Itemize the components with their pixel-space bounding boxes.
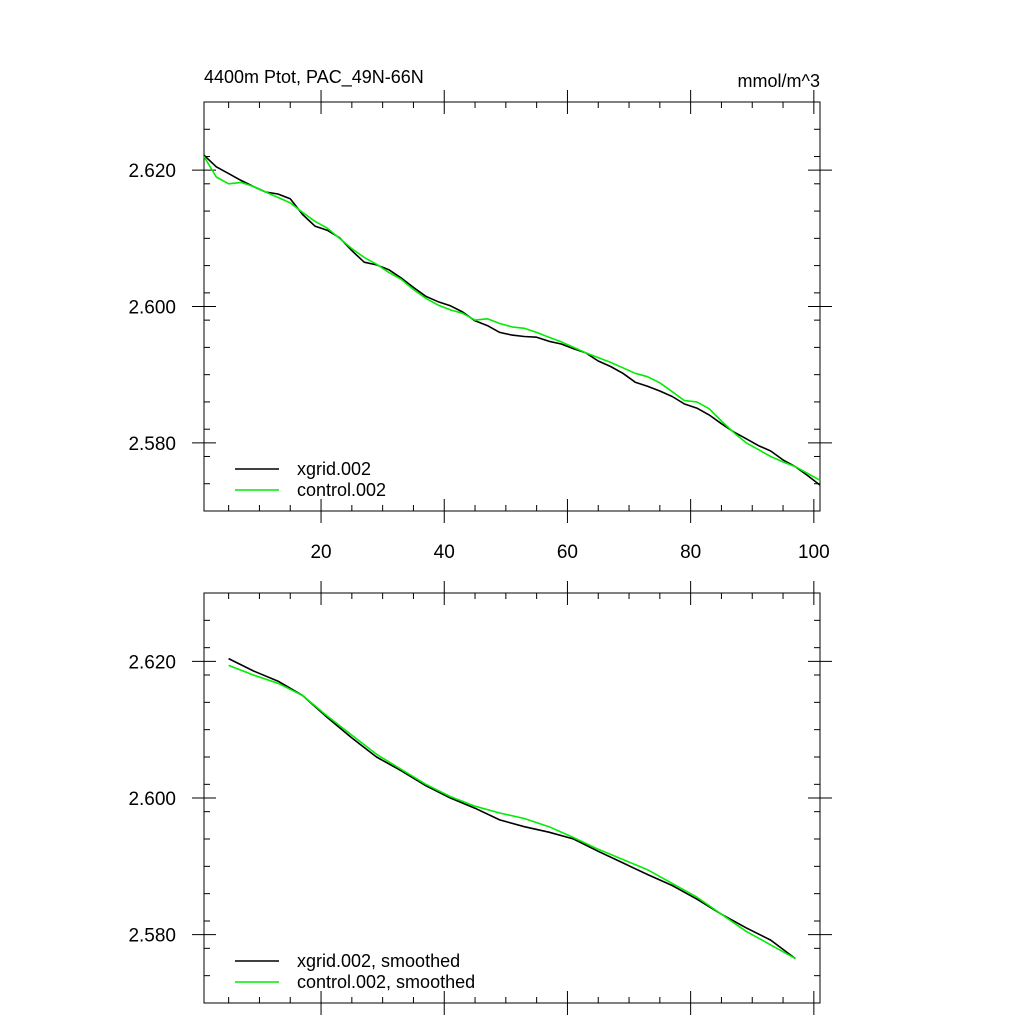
x-tick-label: 80: [680, 542, 701, 563]
series-line-1: [203, 156, 821, 482]
chart-title: 4400m Ptot, PAC_49N-66N: [204, 67, 424, 88]
series-line-0: [203, 154, 821, 486]
top-panel: 20 40 60 80 100 2.580 2.600 2.620 4400m Ptot, PA…: [128, 67, 832, 563]
x-tick-label: 20: [310, 542, 331, 563]
plot-frame: [203, 592, 821, 1004]
series-line-1: [228, 664, 796, 960]
x-tick-label: 100: [798, 542, 830, 563]
bottom-panel: 2.580 2.600 2.620 xgrid.002, smoothedcontro…: [128, 581, 832, 1015]
legend-label: xgrid.002: [297, 459, 371, 479]
x-tick-label: 40: [434, 542, 455, 563]
series-line-0: [228, 657, 796, 960]
y-tick-label: 2.620: [128, 161, 176, 182]
y-tick-label: 2.580: [128, 434, 176, 455]
y-tick-label: 2.600: [128, 298, 176, 319]
plot-frame: [203, 101, 821, 512]
x-tick-label: 60: [557, 542, 578, 563]
legend-label: control.002, smoothed: [297, 972, 475, 992]
legend-label: xgrid.002, smoothed: [297, 951, 460, 971]
y-tick-label: 2.580: [128, 926, 176, 947]
y-tick-label: 2.600: [128, 789, 176, 810]
legend-label: control.002: [297, 480, 386, 500]
units-label: mmol/m^3: [738, 71, 820, 91]
y-tick-label: 2.620: [128, 652, 176, 673]
